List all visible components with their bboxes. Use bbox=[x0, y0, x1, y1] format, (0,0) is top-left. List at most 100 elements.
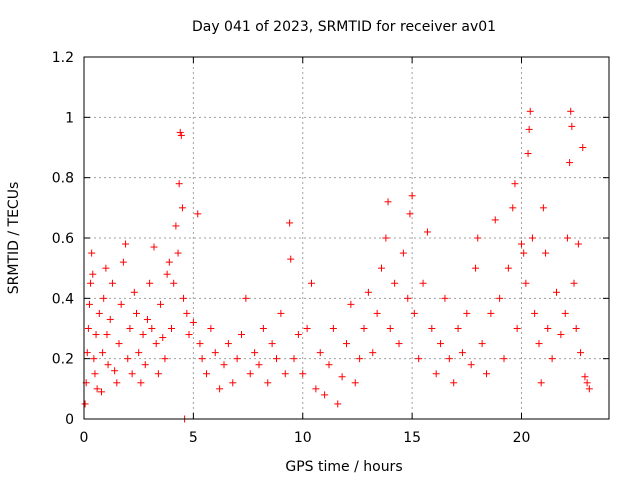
data-point bbox=[207, 325, 215, 332]
data-point bbox=[211, 349, 219, 357]
data-point bbox=[581, 373, 589, 381]
ticks-layer: 0 0.2 0.4 0.6 0.8 1 1.2 0 5 10 15 20 bbox=[52, 50, 609, 446]
data-point bbox=[113, 379, 121, 387]
data-point bbox=[137, 379, 145, 387]
data-point bbox=[539, 204, 547, 212]
data-point bbox=[343, 340, 350, 348]
data-point bbox=[522, 279, 530, 287]
y-tick-label: 0.2 bbox=[52, 352, 74, 368]
data-point bbox=[95, 309, 103, 317]
data-point bbox=[583, 379, 591, 387]
data-point bbox=[90, 355, 98, 363]
data-point bbox=[500, 355, 508, 363]
data-point bbox=[122, 240, 130, 248]
y-tick-label: 0 bbox=[65, 412, 74, 428]
data-point bbox=[329, 325, 337, 332]
data-point bbox=[130, 288, 138, 296]
data-point bbox=[334, 400, 342, 408]
y-axis-title: SRMTID / TECUs bbox=[6, 182, 22, 295]
data-point bbox=[93, 385, 101, 393]
data-point bbox=[561, 309, 569, 317]
data-point bbox=[159, 334, 167, 342]
data-point bbox=[139, 331, 147, 339]
data-point bbox=[496, 294, 504, 302]
data-point bbox=[242, 294, 250, 302]
data-point bbox=[445, 355, 453, 363]
data-point bbox=[290, 355, 298, 363]
data-point bbox=[183, 309, 191, 317]
data-point bbox=[102, 264, 110, 272]
data-point bbox=[273, 355, 280, 363]
data-point bbox=[474, 234, 482, 242]
y-tick-label: 0.8 bbox=[52, 171, 74, 187]
data-point bbox=[553, 288, 560, 296]
data-point bbox=[143, 315, 151, 323]
data-point bbox=[81, 400, 89, 408]
data-point bbox=[391, 279, 399, 287]
data-point bbox=[150, 243, 158, 251]
data-point bbox=[157, 300, 165, 308]
data-point bbox=[432, 370, 440, 378]
data-point bbox=[574, 240, 582, 248]
data-point bbox=[220, 361, 228, 369]
data-point bbox=[108, 279, 116, 287]
data-point bbox=[99, 349, 107, 357]
data-point bbox=[194, 210, 202, 218]
data-point bbox=[128, 370, 136, 378]
data-point bbox=[351, 379, 359, 387]
data-point bbox=[185, 331, 193, 339]
data-point bbox=[299, 370, 307, 378]
data-point bbox=[566, 159, 574, 167]
data-point bbox=[528, 234, 536, 242]
data-point bbox=[356, 355, 364, 363]
data-point bbox=[216, 385, 224, 393]
data-point bbox=[251, 349, 259, 357]
y-tick-label: 0.6 bbox=[52, 231, 74, 247]
data-point bbox=[415, 355, 423, 363]
data-point bbox=[531, 309, 539, 317]
data-point bbox=[557, 331, 565, 339]
data-point bbox=[513, 325, 521, 332]
data-point bbox=[229, 379, 237, 387]
data-point bbox=[92, 331, 100, 339]
data-point bbox=[312, 385, 320, 393]
data-point bbox=[548, 355, 556, 363]
data-point bbox=[238, 331, 245, 339]
chart-title: Day 041 of 2023, SRMTID for receiver av0… bbox=[192, 19, 496, 35]
data-point bbox=[458, 349, 466, 357]
data-point bbox=[180, 294, 188, 302]
data-point bbox=[303, 325, 311, 332]
data-point bbox=[117, 300, 125, 308]
y-tick-label: 1 bbox=[65, 110, 74, 126]
data-point bbox=[535, 340, 543, 348]
data-point bbox=[542, 249, 550, 257]
data-point bbox=[88, 249, 96, 257]
data-point bbox=[408, 192, 416, 200]
data-point bbox=[467, 361, 475, 369]
data-point bbox=[264, 379, 272, 387]
data-point bbox=[87, 279, 95, 287]
data-point bbox=[196, 340, 204, 348]
data-point bbox=[203, 370, 210, 378]
data-point bbox=[135, 349, 143, 357]
data-point bbox=[175, 180, 183, 188]
data-point bbox=[233, 355, 241, 363]
data-point bbox=[154, 370, 162, 378]
x-tick-label: 5 bbox=[189, 430, 198, 446]
data-point bbox=[524, 150, 532, 158]
data-point bbox=[321, 391, 329, 399]
data-point bbox=[100, 294, 108, 302]
data-point bbox=[286, 219, 294, 227]
data-point bbox=[419, 279, 427, 287]
data-point bbox=[378, 264, 385, 272]
data-point bbox=[198, 355, 206, 363]
data-point bbox=[111, 367, 119, 375]
data-point bbox=[98, 388, 105, 396]
data-point bbox=[83, 349, 91, 357]
data-point bbox=[168, 325, 175, 332]
data-point bbox=[568, 122, 576, 130]
data-point bbox=[294, 331, 302, 339]
data-point bbox=[395, 340, 403, 348]
data-point bbox=[511, 180, 519, 188]
data-point bbox=[148, 325, 156, 332]
